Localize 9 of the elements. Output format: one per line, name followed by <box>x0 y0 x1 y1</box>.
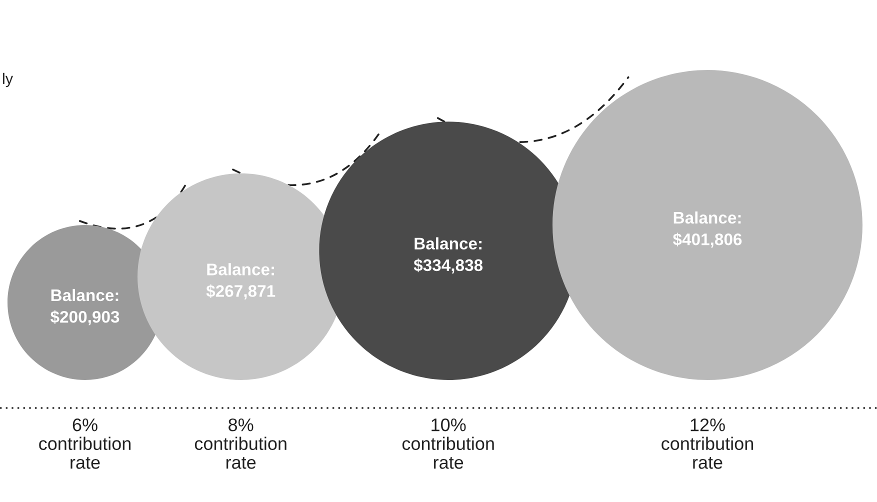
data-label: Balance: $267,871 <box>206 263 276 300</box>
data-label: Balance: $334,838 <box>414 237 483 274</box>
data-label: Balance: $200,903 <box>50 288 120 326</box>
category-label: 6% contribution rate <box>39 418 131 469</box>
category-label: 12% contribution rate <box>662 418 754 469</box>
category-label: 8% contribution rate <box>194 418 286 469</box>
category-label: 10% contribution rate <box>402 418 494 469</box>
text: ly <box>3 72 14 88</box>
data-label: Balance: $401,806 <box>672 211 742 248</box>
